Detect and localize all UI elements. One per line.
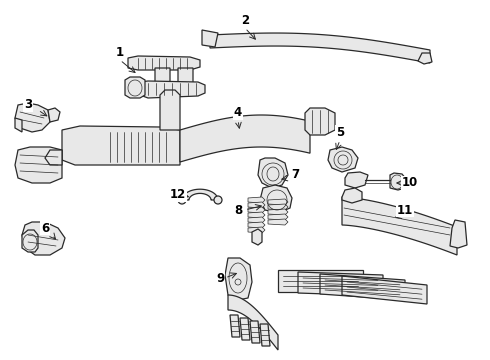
Polygon shape	[160, 90, 180, 130]
Polygon shape	[268, 219, 288, 225]
Polygon shape	[248, 207, 265, 213]
Polygon shape	[305, 108, 335, 135]
Text: 12: 12	[170, 189, 186, 202]
Text: 10: 10	[402, 176, 418, 189]
Polygon shape	[342, 197, 457, 255]
Polygon shape	[418, 53, 432, 64]
Text: 9: 9	[216, 271, 224, 284]
Polygon shape	[328, 147, 358, 172]
Polygon shape	[22, 222, 65, 255]
Polygon shape	[390, 173, 407, 190]
Text: 4: 4	[234, 107, 242, 120]
Polygon shape	[342, 276, 427, 304]
Polygon shape	[45, 150, 62, 165]
Polygon shape	[342, 188, 362, 203]
Polygon shape	[248, 212, 265, 218]
Polygon shape	[298, 272, 383, 296]
Polygon shape	[210, 33, 430, 63]
Text: 1: 1	[116, 45, 124, 58]
Polygon shape	[230, 315, 240, 337]
Polygon shape	[182, 189, 218, 200]
Circle shape	[178, 196, 186, 204]
Text: 2: 2	[241, 13, 249, 27]
Polygon shape	[268, 204, 288, 210]
Text: 5: 5	[336, 126, 344, 139]
Polygon shape	[128, 56, 200, 70]
Text: 8: 8	[234, 203, 242, 216]
Polygon shape	[202, 30, 218, 47]
Polygon shape	[140, 81, 205, 98]
Text: 11: 11	[397, 203, 413, 216]
Polygon shape	[268, 199, 288, 205]
Polygon shape	[22, 230, 38, 252]
Polygon shape	[248, 227, 265, 233]
Text: 3: 3	[24, 99, 32, 112]
Polygon shape	[268, 214, 288, 220]
Circle shape	[235, 279, 241, 285]
Polygon shape	[15, 118, 22, 132]
Polygon shape	[252, 229, 262, 245]
Polygon shape	[225, 258, 252, 300]
Polygon shape	[228, 295, 278, 350]
Polygon shape	[15, 147, 62, 183]
Text: 7: 7	[291, 168, 299, 181]
Polygon shape	[15, 103, 50, 132]
Polygon shape	[320, 274, 405, 300]
Polygon shape	[248, 217, 265, 223]
Circle shape	[214, 196, 222, 204]
Polygon shape	[278, 270, 363, 292]
Polygon shape	[268, 209, 288, 215]
Polygon shape	[62, 126, 180, 165]
Polygon shape	[248, 222, 265, 228]
Polygon shape	[250, 321, 260, 343]
Polygon shape	[180, 115, 310, 162]
Polygon shape	[450, 220, 467, 248]
Polygon shape	[155, 68, 170, 87]
Polygon shape	[260, 324, 270, 346]
Polygon shape	[248, 202, 265, 208]
Polygon shape	[345, 172, 368, 188]
Polygon shape	[240, 318, 250, 340]
Text: 6: 6	[41, 221, 49, 234]
Polygon shape	[48, 108, 60, 122]
Polygon shape	[260, 185, 292, 213]
Polygon shape	[258, 158, 288, 188]
Polygon shape	[248, 197, 265, 203]
Polygon shape	[178, 68, 193, 85]
Polygon shape	[125, 77, 145, 98]
